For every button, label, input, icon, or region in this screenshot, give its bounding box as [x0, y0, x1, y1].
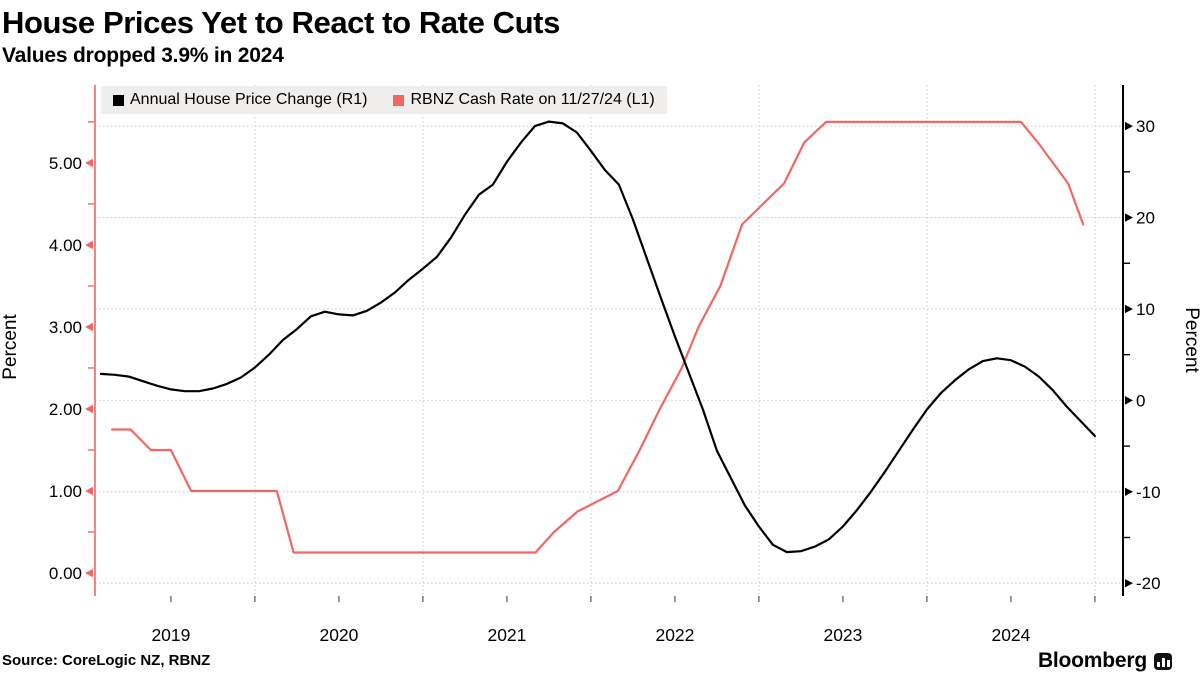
legend-item-house-price: Annual House Price Change (R1)	[113, 91, 367, 109]
right-axis-arrow-tick	[1125, 121, 1133, 131]
right-axis-arrow-tick	[1125, 213, 1133, 222]
right-axis-arrow-tick	[1125, 396, 1133, 405]
x-axis-year-label: 2023	[823, 625, 862, 645]
legend-label-cash-rate: RBNZ Cash Rate on 11/27/24 (L1)	[410, 91, 655, 108]
left-axis-tick-label: 2.00	[49, 400, 82, 419]
source-note: Source: CoreLogic NZ, RBNZ	[2, 652, 211, 669]
x-axis-year-label: 2022	[655, 625, 694, 645]
cash-rate-swatch-icon	[393, 94, 405, 106]
house-price-swatch-icon	[113, 94, 124, 106]
left-axis-tick-label: 5.00	[49, 154, 82, 173]
legend-label-house-price: Annual House Price Change (R1)	[130, 91, 368, 108]
right-axis-tick-label: 20	[1136, 209, 1155, 228]
bloomberg-logo-text: Bloomberg	[1037, 649, 1147, 672]
cash-rate-line	[110, 120, 1085, 554]
right-axis-title: Percent	[1181, 307, 1200, 373]
right-axis-tick-label: 30	[1136, 117, 1155, 136]
left-axis-title: Percent	[0, 314, 21, 380]
x-axis-year-label: 2021	[487, 625, 526, 645]
chart-legend: Annual House Price Change (R1) RBNZ Cash…	[101, 86, 667, 114]
right-axis-arrow-tick	[1125, 579, 1133, 588]
left-axis-tick-label: 0.00	[49, 564, 82, 583]
right-axis-tick-label: 10	[1136, 300, 1155, 319]
house-price-line	[99, 120, 1097, 554]
left-axis-arrow-tick	[85, 404, 93, 414]
left-axis-tick-label: 4.00	[49, 236, 82, 255]
page-title: House Prices Yet to React to Rate Cuts	[2, 5, 560, 40]
x-axis-year-label: 2024	[991, 625, 1030, 645]
left-axis-arrow-tick	[85, 322, 93, 332]
left-axis-tick-label: 1.00	[49, 482, 82, 501]
right-axis-arrow-tick	[1125, 487, 1133, 496]
legend-item-cash-rate: RBNZ Cash Rate on 11/27/24 (L1)	[393, 91, 655, 109]
right-axis-arrow-tick	[1125, 304, 1133, 314]
left-axis-arrow-tick	[85, 568, 93, 578]
right-axis-tick-label: 0	[1136, 391, 1145, 410]
page-subtitle: Values dropped 3.9% in 2024	[2, 44, 284, 67]
right-axis-tick-label: -20	[1136, 574, 1161, 593]
x-axis-year-label: 2019	[151, 625, 190, 645]
left-axis-tick-label: 3.00	[49, 318, 82, 337]
x-axis-year-label: 2020	[319, 625, 358, 645]
left-axis-arrow-tick	[85, 158, 93, 168]
right-axis-tick-label: -10	[1136, 483, 1161, 502]
bloomberg-chart-bars-icon	[1154, 652, 1172, 670]
left-axis-arrow-tick	[85, 486, 93, 496]
bloomberg-wordmark: Bloomberg	[1038, 649, 1172, 673]
left-axis-arrow-tick	[85, 240, 93, 250]
